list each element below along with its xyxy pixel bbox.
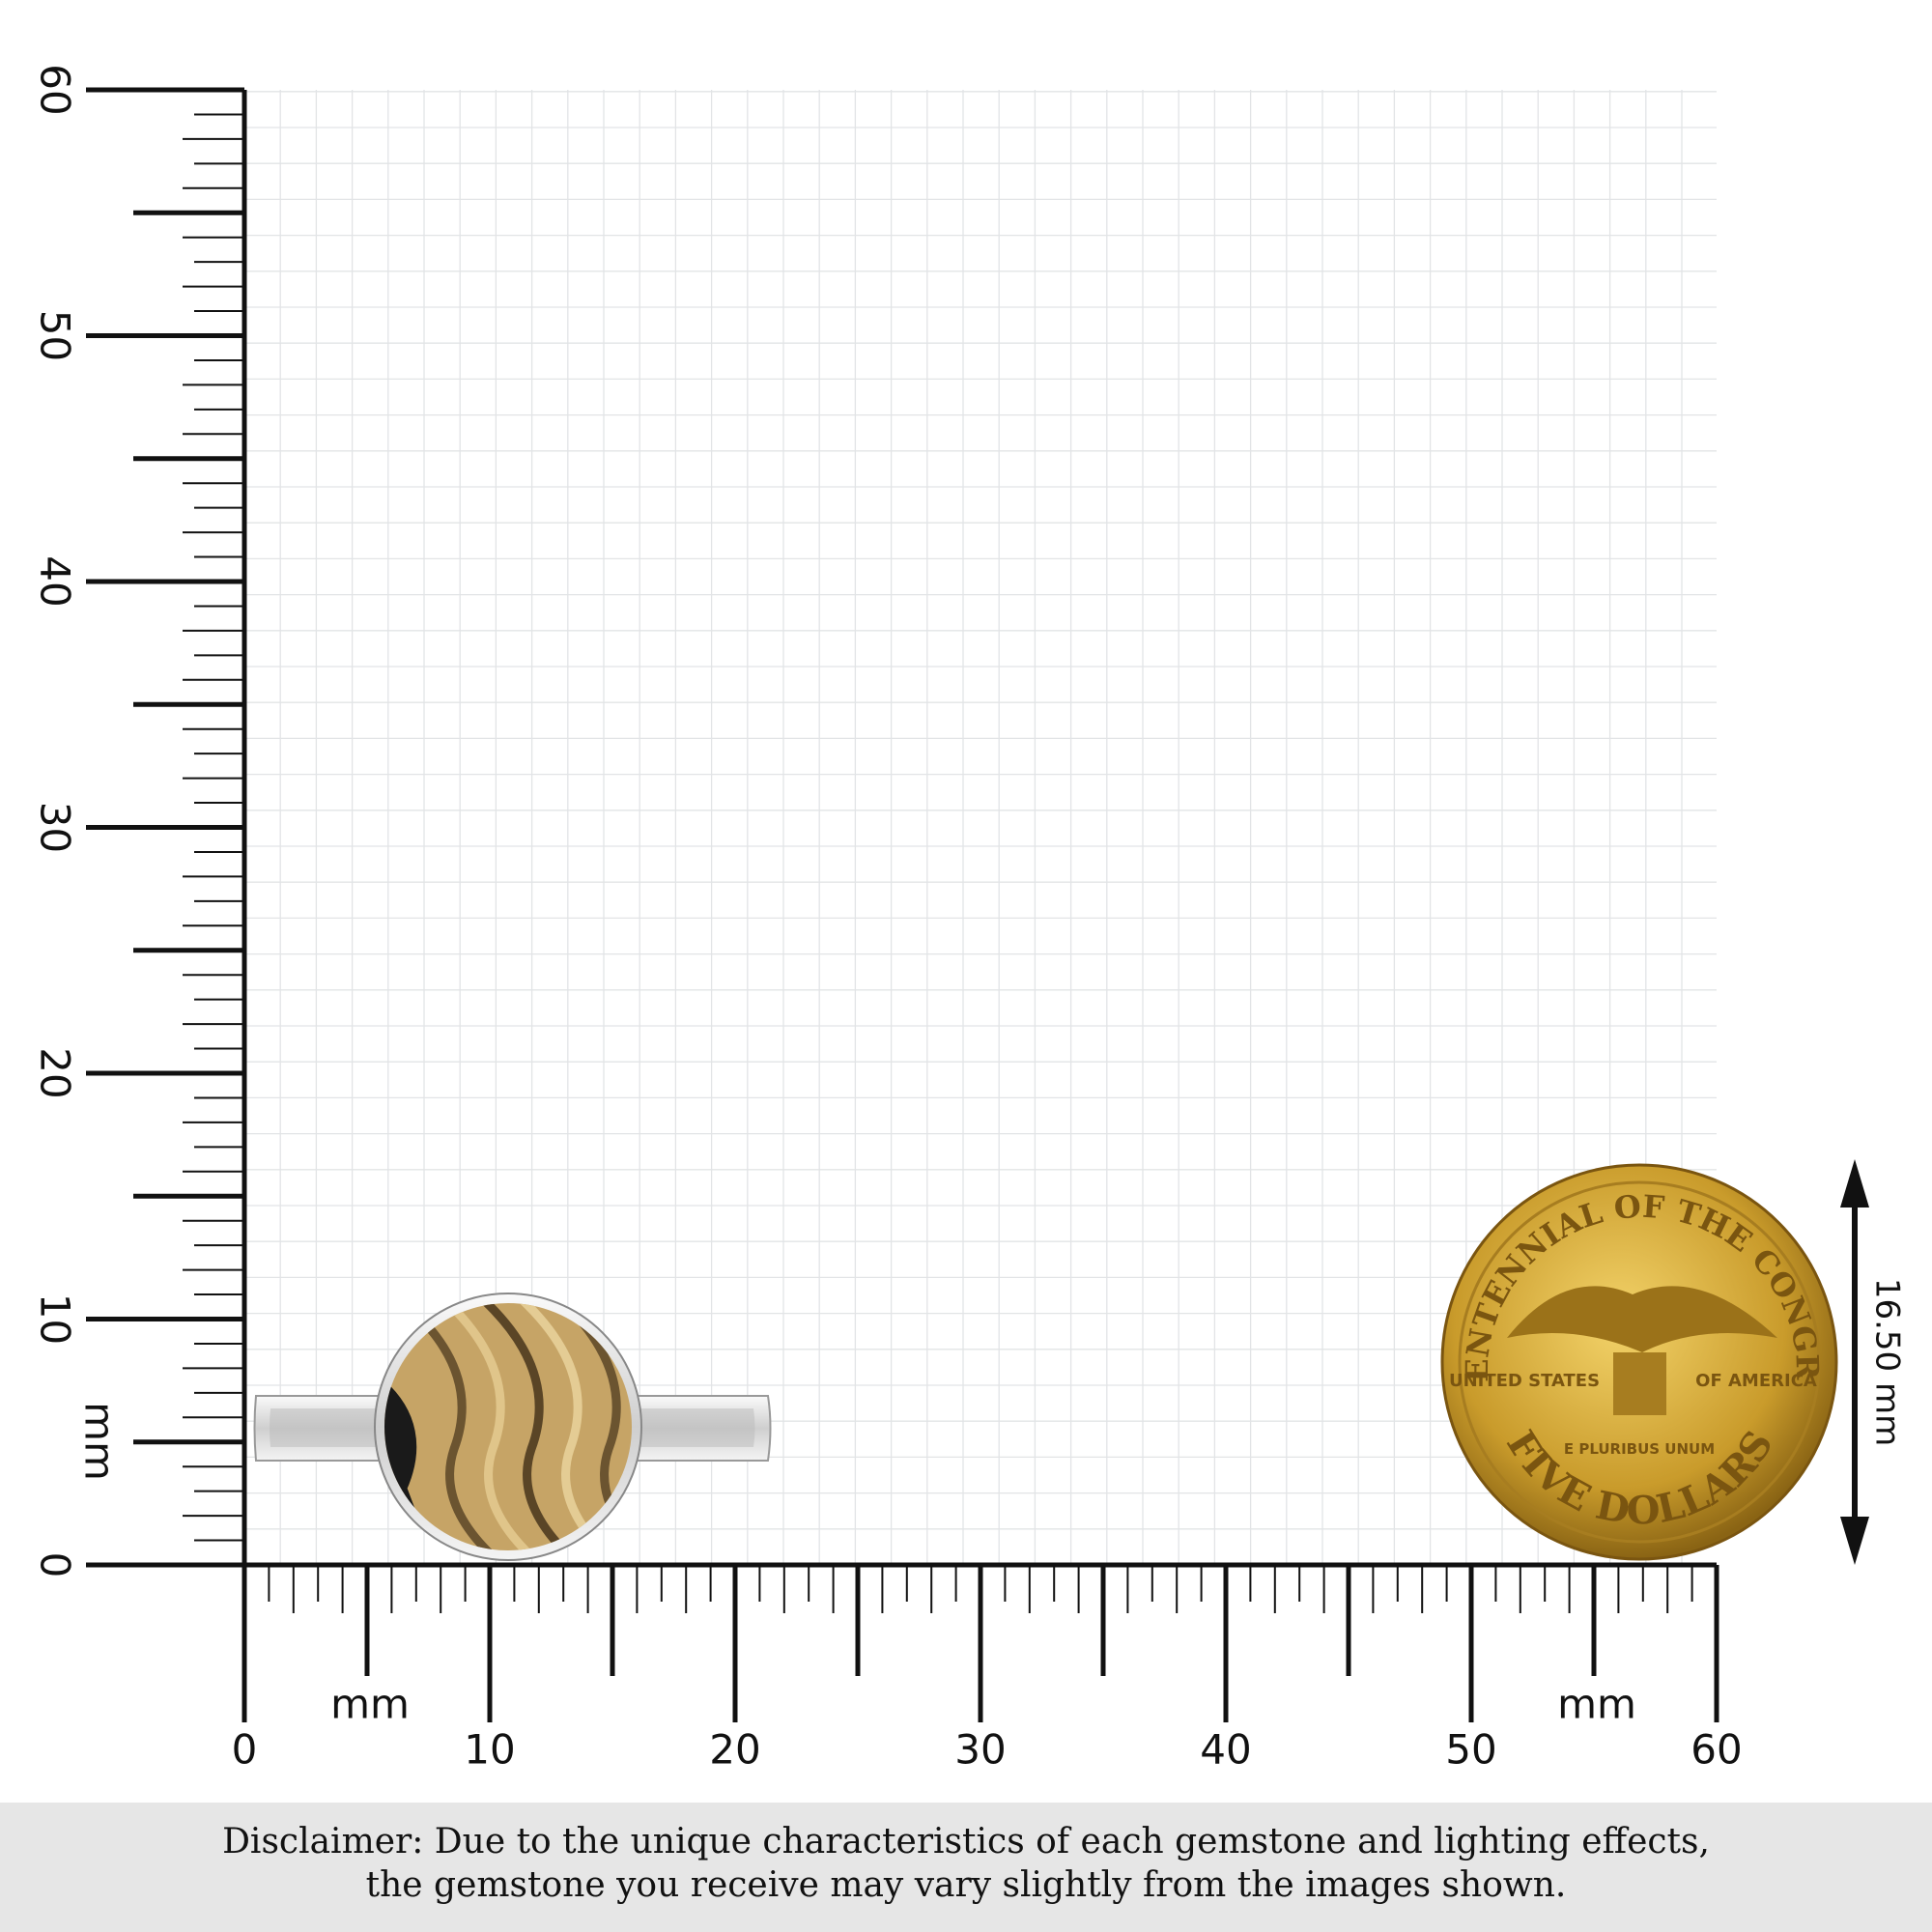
ruler-label: 20 (709, 1726, 760, 1774)
coin-right: OF AMERICA (1695, 1371, 1817, 1391)
ruler-label: 20 (32, 1047, 79, 1098)
unit-label: mm (330, 1681, 410, 1728)
coin-diameter: 16.50 mm (1868, 1278, 1907, 1446)
dimension-arrow (1840, 1159, 1869, 1565)
disclaimer-line: the gemstone you receive may vary slight… (366, 1865, 1567, 1905)
ruler-label: 10 (32, 1293, 79, 1345)
unit-label: mm (76, 1402, 124, 1481)
disclaimer-line: Disclaimer: Due to the unique characteri… (222, 1822, 1710, 1861)
disclaimer-band (0, 1803, 1932, 1932)
ruler-label: 10 (464, 1726, 515, 1774)
ruler-label: 40 (1200, 1726, 1251, 1774)
ring (253, 1293, 772, 1561)
ruler-ticks (86, 87, 1719, 1722)
ruler-label: 30 (32, 802, 79, 853)
ruler-label: 50 (1445, 1726, 1496, 1774)
ruler-label: 0 (32, 1552, 79, 1578)
coin-motto: E PLURIBUS UNUM (1564, 1440, 1715, 1458)
ruler-label: 0 (232, 1726, 258, 1774)
ruler-label: 50 (32, 310, 79, 361)
ruler-label: 40 (32, 555, 79, 607)
coin-left: UNITED STATES (1449, 1371, 1600, 1391)
ruler-label: 30 (954, 1726, 1006, 1774)
ruler-label: 60 (1690, 1726, 1742, 1774)
ruler-label: 60 (32, 64, 79, 115)
unit-label: mm (1557, 1681, 1636, 1728)
